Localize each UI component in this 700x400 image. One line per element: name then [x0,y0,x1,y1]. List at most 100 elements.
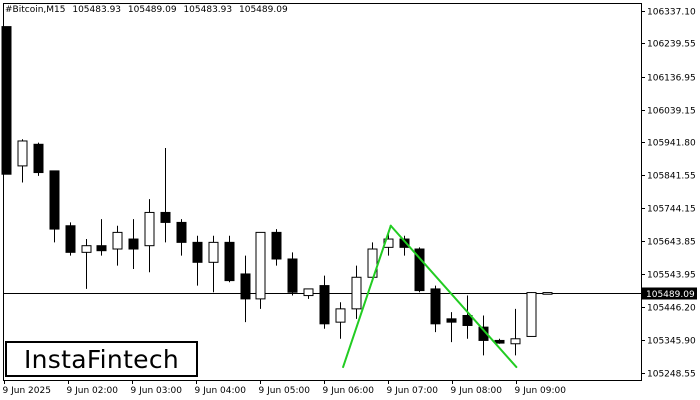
candle [542,292,553,295]
candle [446,312,457,343]
candle [303,288,314,299]
x-tick-label: 9 Jun 05:00 [259,386,311,396]
y-tick-label: 105543.95 [647,271,696,281]
instafintech-logo: InstaFintech [5,341,198,377]
candle [351,265,362,319]
candle [319,275,330,329]
bear-candle-body [446,318,457,323]
current-price-label: 105489.09 [642,287,697,300]
bull-candle-body [81,245,92,253]
y-tick-label: 105841.55 [647,172,696,182]
candle [96,219,107,256]
bear-candle-body [96,245,107,252]
bull-candle-body [542,292,553,295]
bear-candle-body [399,238,410,248]
bear-candle-body [287,258,298,293]
plot-border [3,3,642,381]
plot-frame [3,3,642,381]
close-value: 105489.09 [239,5,288,15]
bear-candle-body [160,211,171,223]
candle [160,147,171,243]
bull-candle-body [303,288,314,297]
candle [65,222,76,256]
bear-candle-body [414,248,425,292]
pattern-line [389,224,518,369]
candle [49,170,60,243]
y-tick-label: 105744.15 [647,205,696,215]
bull-candle-body [112,231,123,250]
y-tick-label: 105643.85 [647,238,696,248]
bear-candle-body [240,273,251,300]
price-label-bg [642,287,697,300]
bear-candle-body [430,288,441,325]
bull-candle-body [144,211,155,247]
candle [414,247,425,293]
y-tick-label: 105941.80 [647,139,696,149]
candle [462,295,473,339]
candle [335,302,346,339]
candle [81,239,92,289]
bull-candle-body [17,140,28,167]
x-axis: 9 Jun 2025 9 Jun 02:00 9 Jun 03:00 9 Jun 04… [3,380,567,396]
x-tick-label: 9 Jun 02:00 [67,386,119,396]
y-tick-label: 105446.20 [647,304,696,314]
bear-candle-body [65,225,76,253]
y-tick-label: 106039.15 [647,107,696,117]
y-tick-label: 106239.55 [647,40,696,50]
candle [176,219,187,256]
y-tick-label: 105345.90 [647,337,696,347]
y-tick-label: 106136.95 [647,74,696,84]
candle [271,229,282,266]
candle [224,235,235,283]
x-tick-label: 9 Jun 04:00 [195,386,247,396]
x-tick-label: 9 Jun 09:00 [515,386,567,396]
candle [192,235,203,286]
bear-candle-body [1,26,12,175]
candle [144,199,155,273]
candle [208,235,219,293]
candle [510,308,521,356]
high-value: 105489.09 [127,5,177,15]
bull-candle-body [526,292,537,337]
candle [526,292,537,337]
x-tick-label: 9 Jun 08:00 [451,386,503,396]
bear-candle-body [319,285,330,325]
y-axis: 106337.10 106239.55 106136.95 106039.15 1059… [641,8,696,380]
pattern-lines [342,224,518,369]
candle [128,219,139,269]
bull-candle-body [351,276,362,310]
bull-candle-body [335,308,346,323]
bear-candle-body [49,170,60,230]
candle [1,26,12,175]
bear-candle-body [462,315,473,326]
candle [287,252,298,296]
x-tick-label: 9 Jun 07:00 [387,386,439,396]
candles [1,26,553,356]
bear-candle-body [176,221,187,243]
bear-candle-body [224,241,235,282]
candle [255,231,266,309]
candle [430,285,441,333]
candle [240,255,251,323]
bull-candle-body [255,231,266,300]
candle [112,225,123,266]
pattern-line [342,224,392,369]
x-tick-label: 9 Jun 06:00 [323,386,375,396]
symbol-label: #Bitcoin,M15 [5,5,66,15]
y-tick-label: 105248.55 [647,370,696,380]
x-tick-label: 9 Jun 2025 [3,386,51,396]
bull-candle-body [510,338,521,345]
bear-candle-body [128,238,139,250]
open-value: 105483.93 [72,5,122,15]
y-tick-label: 106337.10 [647,8,696,18]
candle [399,235,410,256]
bear-candle-body [271,231,282,260]
chart-header: #Bitcoin,M15 105483.93 105489.09 105483.… [5,5,292,15]
bear-candle-body [494,339,505,344]
candle [17,139,28,183]
bull-candle-body [208,241,219,263]
candle [478,315,489,356]
low-value: 105483.93 [183,5,233,15]
bear-candle-body [33,143,44,174]
